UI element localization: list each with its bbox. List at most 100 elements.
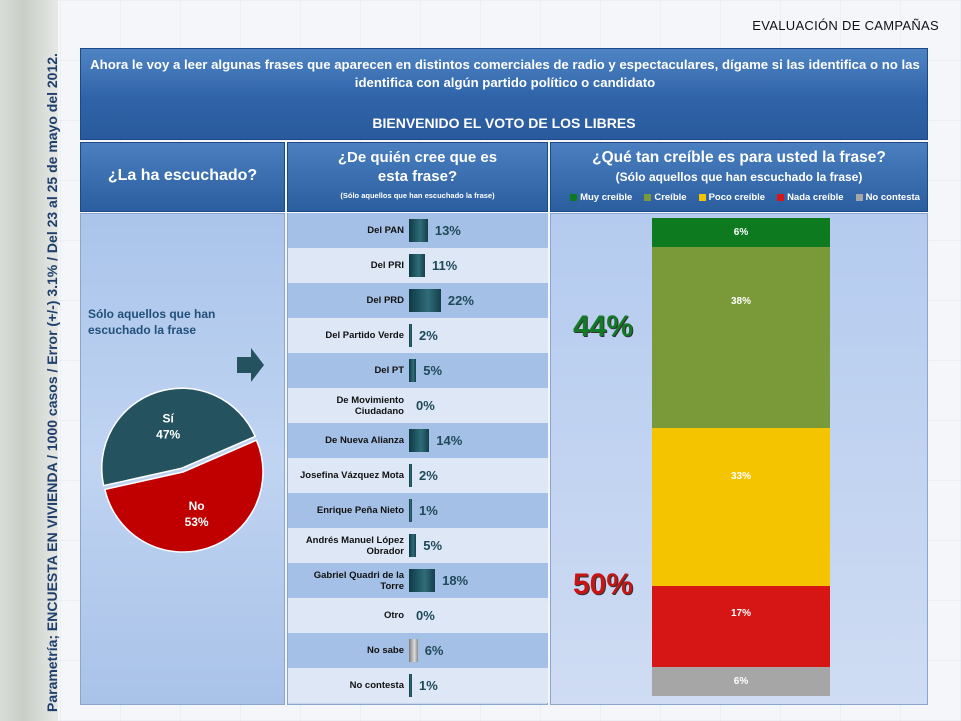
- pie-category-label: Sí: [162, 411, 174, 425]
- stack-segment: 17%: [652, 586, 830, 668]
- stack-segment: 38%: [652, 246, 830, 429]
- bar-row: Del PRD 22%: [288, 283, 548, 318]
- credibility-stacked-bar: 6% 38% 33% 17% 6%: [652, 218, 830, 696]
- col3-title: ¿Qué tan creíble es para usted la frase?: [592, 149, 886, 166]
- col1-header: ¿La ha escuchado?: [80, 142, 285, 212]
- bar-row: Josefina Vázquez Mota 2%: [288, 458, 548, 493]
- bar: [409, 534, 417, 557]
- legend-swatch: [570, 194, 578, 201]
- survey-methodology-note: Parametría; ENCUESTA EN VIVIENDA / 1000 …: [44, 53, 60, 712]
- bar-category-label: Del PRD: [366, 295, 404, 306]
- campaign-slogan: BIENVENIDO EL VOTO DE LOS LIBRES: [372, 115, 636, 131]
- pie-value-label: 47%: [156, 427, 180, 441]
- legend-label: Nada creíble: [787, 192, 844, 203]
- bar-category-label: Del PT: [374, 365, 404, 376]
- bar-value-label: 0%: [416, 398, 435, 413]
- arrow-right-icon: [237, 348, 264, 382]
- bar-category-label: No sabe: [367, 645, 404, 656]
- bar-category-label: Gabriel Quadri de la Torre: [313, 569, 404, 592]
- bar-value-label: 18%: [442, 573, 469, 588]
- legend-item: Nada creíble: [777, 192, 844, 203]
- col3-header: ¿Qué tan creíble es para usted la frase?…: [550, 142, 928, 212]
- bar-row: De Movimiento Ciudadano 0%: [288, 388, 548, 423]
- bar-row: Gabriel Quadri de la Torre 18%: [288, 563, 548, 598]
- legend-swatch: [644, 194, 652, 201]
- not-credible-total: 50%: [573, 568, 634, 601]
- pie-value-label: 53%: [185, 515, 209, 529]
- bar-row: Del Partido Verde 2%: [288, 318, 548, 353]
- question-header: [80, 48, 928, 140]
- legend-label: Muy creíble: [580, 192, 633, 203]
- bar: [409, 674, 412, 697]
- bar-value-label: 0%: [416, 608, 435, 623]
- legend-swatch: [698, 194, 706, 201]
- bar-category-label: Andrés Manuel López Obrador: [305, 534, 404, 557]
- bar-row: No contesta 1%: [288, 668, 548, 703]
- bar-category-label: No contesta: [349, 680, 404, 691]
- bar-category-label: Otro: [383, 610, 404, 621]
- stack-value-label: 6%: [733, 226, 749, 238]
- left-decorative-strip: [0, 0, 58, 721]
- credible-total: 44%: [573, 310, 634, 343]
- bar-value-label: 22%: [447, 293, 474, 308]
- bar-value-label: 1%: [419, 503, 438, 518]
- bar-row: No sabe 6%: [288, 633, 548, 668]
- bar: [409, 499, 412, 522]
- legend-item: No contesta: [855, 192, 920, 203]
- col2-header: ¿De quién cree que es esta frase? (Sólo …: [287, 142, 548, 212]
- bar: [409, 359, 417, 382]
- pie-category-label: No: [189, 499, 205, 513]
- bar-value-label: 11%: [431, 258, 458, 273]
- legend-label: Poco creíble: [708, 192, 766, 203]
- bar-value-label: 1%: [419, 678, 438, 693]
- bar-value-label: 5%: [423, 363, 443, 378]
- bar-row: Del PT 5%: [288, 353, 548, 388]
- legend-label: No contesta: [865, 192, 920, 203]
- bar-row: Andrés Manuel López Obrador 5%: [288, 528, 548, 563]
- legend-swatch: [777, 194, 785, 201]
- col1-title: ¿La ha escuchado?: [107, 167, 258, 184]
- legend-item: Poco creíble: [698, 192, 766, 203]
- legend-swatch: [855, 194, 863, 201]
- bar-category-label: Josefina Vázquez Mota: [300, 470, 404, 481]
- bar: [409, 289, 441, 312]
- bar: [409, 219, 428, 242]
- stack-value-label: 33%: [730, 470, 751, 482]
- bar-value-label: 5%: [423, 538, 443, 553]
- bar: [409, 254, 425, 277]
- bar-value-label: 2%: [419, 468, 438, 483]
- stack-value-label: 17%: [730, 607, 751, 619]
- col3-subtitle: (Sólo aquellos que han escuchado la fras…: [615, 170, 863, 184]
- legend-item: Creíble: [644, 192, 687, 203]
- question-text: Ahora le voy a leer algunas frases que a…: [90, 57, 920, 90]
- bar-row: Otro 0%: [288, 598, 548, 633]
- stack-segment: 6%: [652, 218, 830, 247]
- stack-segment: 6%: [652, 667, 830, 696]
- col2-subtitle: (Sólo aquellos que han escuchado la fras…: [340, 191, 495, 200]
- bar-value-label: 13%: [434, 223, 461, 238]
- bar: [409, 569, 436, 592]
- bar-category-label: Del PRI: [370, 260, 404, 271]
- bar: [409, 324, 412, 347]
- col2-title-line1: ¿De quién cree que es: [337, 149, 498, 166]
- bar-row: Del PRI 11%: [288, 248, 548, 283]
- bar-category-label: Del PAN: [367, 225, 404, 236]
- bar-row: Enrique Peña Nieto 1%: [288, 493, 548, 528]
- pie-slice-no: [104, 439, 264, 553]
- pie-slice-si: [101, 387, 257, 487]
- credibility-legend: Muy creíble Creíble Poco creíble Nada creíb…: [560, 192, 930, 203]
- bar: [409, 429, 430, 452]
- bar-category-label: Del Partido Verde: [325, 330, 404, 341]
- bar: [409, 464, 412, 487]
- bar-value-label: 6%: [424, 643, 444, 658]
- bar: [409, 639, 418, 662]
- legend-label: Creíble: [654, 192, 687, 203]
- pie-note: Sólo aquellos que han escuchado la frase: [88, 307, 216, 337]
- stack-value-label: 38%: [730, 295, 751, 307]
- stack-value-label: 6%: [733, 676, 749, 688]
- bar-row: De Nueva Alianza 14%: [288, 423, 548, 458]
- col2-title-line2: esta frase?: [377, 168, 458, 185]
- bar-category-label: De Movimiento Ciudadano: [336, 394, 404, 417]
- bar-category-label: Enrique Peña Nieto: [316, 505, 404, 516]
- bar-value-label: 14%: [436, 433, 463, 448]
